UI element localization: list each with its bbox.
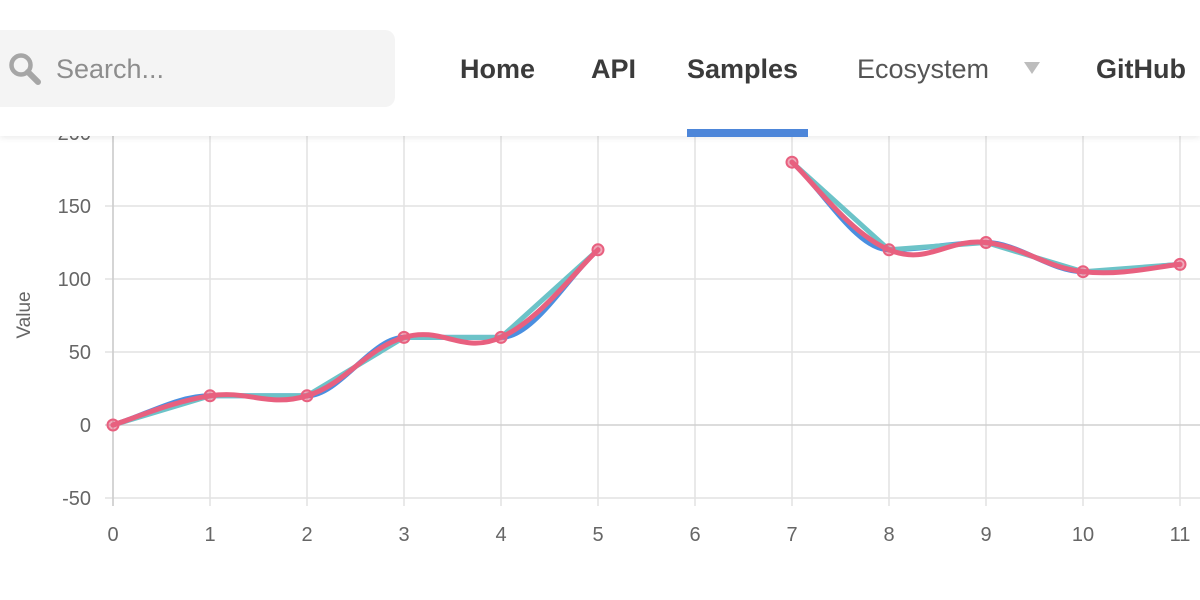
y-tick-label: 100 <box>58 269 91 291</box>
caret-down-icon[interactable] <box>1024 62 1040 74</box>
nav-samples-link[interactable]: Samples <box>687 54 799 84</box>
data-point <box>1076 265 1090 279</box>
search-input[interactable] <box>54 48 378 90</box>
search-box[interactable] <box>0 30 395 107</box>
y-tick-label: 50 <box>69 342 91 364</box>
x-tick-label: 9 <box>980 524 991 546</box>
data-point <box>397 330 411 344</box>
data-point <box>203 389 217 403</box>
data-point <box>785 155 799 169</box>
series-line <box>110 159 1183 428</box>
x-tick-label: 11 <box>1170 524 1191 546</box>
nav-ecosystem-dropdown[interactable]: Ecosystem <box>857 54 990 84</box>
nav-github-link[interactable]: GitHub <box>1096 54 1186 84</box>
x-tick-label: 1 <box>204 524 215 546</box>
y-axis-title: Value <box>14 291 35 338</box>
data-point <box>882 243 896 257</box>
nav-api-link[interactable]: API <box>591 54 637 84</box>
y-tick-label: -50 <box>62 488 91 510</box>
grid-lines <box>105 132 1200 506</box>
data-points <box>106 155 1187 432</box>
x-tick-labels: 0 1 2 3 4 5 6 7 8 9 10 11 <box>107 524 1190 546</box>
data-point <box>300 389 314 403</box>
series-path <box>110 247 601 428</box>
nav-home-link[interactable]: Home <box>460 54 536 84</box>
search-icon <box>9 53 41 85</box>
top-navigation-bar: Home API Samples Ecosystem GitHub <box>0 0 1200 137</box>
data-point <box>1173 257 1187 271</box>
x-tick-label: 3 <box>398 524 409 546</box>
active-tab-indicator <box>687 129 808 137</box>
x-tick-label: 2 <box>301 524 312 546</box>
data-point <box>494 330 508 344</box>
x-tick-label: 10 <box>1072 524 1094 546</box>
x-tick-label: 5 <box>592 524 603 546</box>
x-tick-label: 4 <box>495 524 506 546</box>
data-point <box>979 236 993 249</box>
x-tick-label: 8 <box>883 524 894 546</box>
data-point <box>591 243 605 257</box>
series-line <box>110 159 1183 428</box>
series-line <box>110 159 1183 428</box>
x-tick-label: 7 <box>786 524 797 546</box>
x-tick-label: 0 <box>107 524 118 546</box>
y-tick-label: 150 <box>58 196 91 218</box>
x-tick-label: 6 <box>689 524 700 546</box>
y-tick-labels: -50050100150200 <box>58 123 91 510</box>
data-point <box>106 418 120 432</box>
y-tick-label: 0 <box>80 415 91 437</box>
